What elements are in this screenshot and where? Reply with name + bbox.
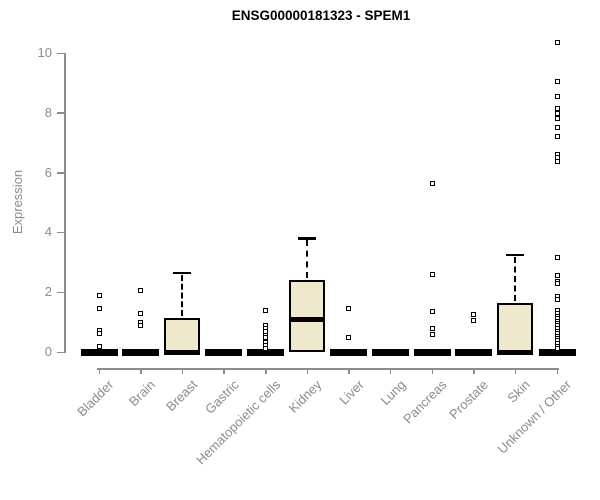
x-tick-label: Liver	[335, 377, 367, 408]
x-tick-label: Prostate	[446, 377, 492, 422]
outlier-point	[554, 40, 560, 46]
outlier-point	[263, 307, 269, 313]
collapsed-box	[413, 348, 451, 356]
collapsed-box	[371, 348, 409, 356]
outlier-point	[96, 344, 102, 350]
y-tick	[57, 172, 65, 174]
outlier-point	[138, 323, 144, 329]
outlier-point	[96, 292, 102, 298]
y-tick-label: 0	[44, 344, 52, 359]
box	[497, 302, 534, 352]
outlier-point	[554, 158, 560, 164]
x-tick	[98, 368, 100, 374]
x-tick	[140, 368, 142, 374]
x-tick-label: Breast	[162, 377, 200, 415]
whisker	[514, 256, 517, 301]
x-tick-label: Pancreas	[400, 377, 450, 427]
collapsed-box	[80, 348, 118, 356]
outlier-point	[471, 311, 477, 317]
outlier-point	[471, 317, 477, 323]
x-tick	[306, 368, 309, 374]
x-tick	[348, 368, 350, 374]
outlier-point	[138, 288, 144, 294]
outlier-point	[554, 78, 560, 84]
outlier-point	[429, 180, 435, 186]
x-tick-label: Lung	[377, 377, 409, 409]
y-tick	[57, 231, 65, 234]
y-tick-label: 8	[44, 104, 52, 120]
x-tick	[265, 368, 267, 374]
whisker-cap	[298, 237, 317, 240]
y-tick	[57, 52, 65, 54]
box-median	[497, 349, 534, 355]
whisker-cap	[173, 271, 192, 275]
x-tick-label: Kidney	[286, 377, 325, 416]
collapsed-box	[247, 348, 285, 356]
box-median	[289, 316, 326, 322]
outlier-point	[554, 111, 560, 117]
whisker-cap	[506, 253, 525, 257]
x-tick-label: Skin	[504, 377, 533, 406]
y-tick-label: 10	[37, 45, 52, 60]
x-tick	[181, 368, 184, 374]
y-tick	[57, 291, 65, 294]
y-tick	[57, 351, 65, 353]
outlier-point	[346, 334, 352, 340]
outlier-point	[554, 272, 560, 278]
x-axis-line	[97, 368, 559, 370]
outlier-point	[263, 345, 269, 351]
y-tick-label: 4	[44, 224, 52, 240]
outlier-point	[554, 93, 560, 99]
y-tick-label: 2	[44, 284, 52, 300]
x-tick	[223, 368, 225, 374]
outlier-point	[554, 125, 560, 131]
x-tick	[556, 368, 558, 374]
outlier-point	[554, 345, 560, 351]
outlier-point	[429, 326, 435, 332]
box-median	[164, 349, 201, 355]
outlier-point	[554, 281, 560, 287]
y-axis-line	[64, 53, 66, 353]
x-tick	[389, 368, 392, 374]
x-tick-label: Brain	[126, 377, 159, 410]
outlier-point	[429, 309, 435, 315]
y-tick	[57, 112, 65, 114]
y-tick-label: 6	[44, 164, 52, 180]
box	[289, 280, 326, 352]
collapsed-box	[538, 348, 576, 356]
whisker	[306, 240, 309, 279]
x-tick-label: Bladder	[74, 377, 117, 420]
chart-title: ENSG00000181323 - SPEM1	[231, 8, 411, 23]
outlier-point	[554, 296, 560, 302]
outlier-point	[554, 255, 560, 261]
collapsed-box	[455, 348, 493, 356]
x-tick-label: Gastric	[201, 377, 242, 417]
collapsed-box	[330, 348, 368, 356]
collapsed-box	[122, 348, 160, 356]
outlier-point	[138, 310, 144, 316]
outlier-point	[96, 306, 102, 312]
outlier-point	[554, 105, 560, 111]
outlier-point	[429, 271, 435, 277]
x-tick	[473, 368, 475, 374]
whisker	[181, 274, 184, 316]
outlier-point	[554, 116, 560, 122]
outlier-point	[554, 134, 560, 140]
outlier-point	[346, 306, 352, 312]
x-tick	[431, 368, 434, 374]
x-tick-label: Unknown / Other	[495, 377, 575, 457]
outlier-point	[96, 330, 102, 336]
collapsed-box	[205, 348, 243, 356]
x-tick	[514, 368, 517, 374]
outlier-point	[429, 331, 435, 337]
box	[164, 317, 201, 352]
